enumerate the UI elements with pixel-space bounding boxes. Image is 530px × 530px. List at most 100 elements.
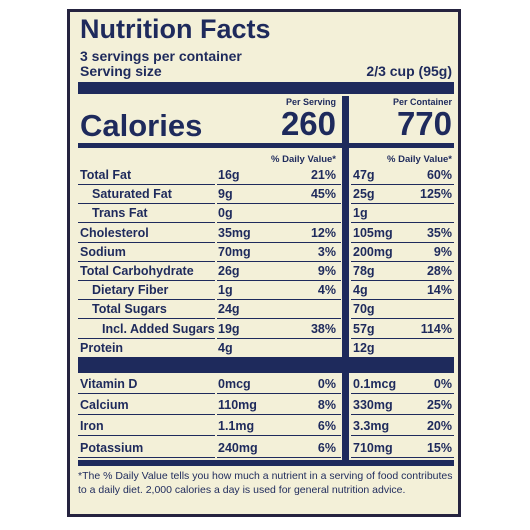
serving-cell (217, 417, 341, 437)
serving-cell (217, 243, 341, 262)
serving-cell (217, 224, 341, 243)
daily-value-header: % Daily Value* (387, 154, 452, 165)
serving-cell (217, 396, 341, 416)
per-container-calories: 770 (396, 105, 452, 142)
nutrient-name: Saturated Fat (78, 185, 215, 205)
serving-dv: 3% (317, 244, 336, 259)
container-dv: 15% (426, 440, 452, 455)
serving-cell (217, 281, 341, 301)
nutrient-name: Iron (78, 417, 215, 437)
container-dv: 125% (420, 187, 452, 202)
column-divider (342, 96, 349, 462)
nutrient-name: Cholesterol (78, 224, 215, 243)
container-dv: 28% (426, 264, 452, 278)
container-dv: 35% (426, 225, 452, 240)
medium-rule (78, 143, 454, 148)
container-cell (351, 396, 454, 416)
nutrient-name: Trans Fat (78, 204, 215, 224)
container-cell (351, 339, 454, 358)
nutrient-name: Sodium (78, 243, 215, 262)
nutrient-name: Total Sugars (78, 300, 215, 320)
container-amount: 710mg (353, 440, 393, 455)
serving-dv: 38% (310, 321, 336, 336)
container-amount: 57g (353, 321, 375, 336)
nutrient-name: Dietary Fiber (78, 281, 215, 301)
serving-dv: 6% (317, 440, 336, 455)
container-amount: 78g (353, 264, 375, 278)
serving-amount: 4g (218, 340, 233, 355)
per-serving-header: Per Serving (285, 97, 336, 107)
serving-cell (217, 166, 341, 185)
serving-amount: 110mg (218, 398, 257, 413)
serving-cell (217, 204, 341, 224)
serving-dv: 21% (310, 168, 336, 182)
container-cell (351, 375, 454, 394)
container-cell (351, 320, 454, 339)
nutrition-label: Nutrition Facts 3 servings per container… (67, 9, 461, 517)
container-amount: 25g (353, 187, 375, 202)
thick-rule (78, 357, 454, 373)
container-cell (351, 243, 454, 262)
container-cell (351, 185, 454, 205)
serving-amount: 1.1mg (218, 419, 255, 434)
serving-dv: 4% (317, 283, 336, 298)
container-cell (351, 417, 454, 437)
serving-cell (217, 439, 341, 458)
serving-amount: 9g (218, 187, 233, 202)
container-dv: 9% (433, 244, 452, 259)
serving-amount: 1g (218, 283, 233, 298)
serving-cell (217, 262, 341, 281)
container-amount: 330mg (353, 398, 393, 413)
nutrient-name: Potassium (78, 439, 215, 458)
thick-rule (78, 460, 454, 466)
serving-cell (217, 339, 341, 358)
serving-size-value: 2/3 cup (95g) (366, 63, 452, 79)
serving-dv: 12% (310, 225, 336, 240)
container-amount: 200mg (353, 244, 393, 259)
serving-amount: 24g (218, 302, 240, 317)
serving-amount: 16g (218, 168, 240, 182)
container-cell (351, 166, 454, 185)
per-serving-calories: 260 (280, 105, 336, 142)
serving-cell (217, 375, 341, 394)
container-amount: 0.1mcg (353, 377, 397, 391)
container-dv: 60% (426, 168, 452, 182)
nutrient-name: Calcium (78, 396, 215, 416)
container-cell (351, 439, 454, 458)
nutrient-name: Protein (78, 339, 215, 358)
serving-amount: 35mg (218, 225, 251, 240)
serving-amount: 26g (218, 264, 240, 278)
daily-value-header: % Daily Value* (271, 154, 336, 165)
container-amount: 12g (353, 340, 375, 355)
nutrient-name: Total Fat (78, 166, 215, 185)
serving-dv: 9% (317, 264, 336, 278)
nutrient-name: Incl. Added Sugars (78, 320, 215, 339)
serving-cell (217, 185, 341, 205)
container-amount: 105mg (353, 225, 393, 240)
servings: 3 servings per container (80, 48, 242, 64)
serving-amount: 70mg (218, 244, 251, 259)
serving-amount: 0g (218, 206, 233, 221)
serving-dv: 8% (317, 398, 336, 413)
footnote: *The % Daily Value tells you how much a … (78, 470, 453, 496)
serving-size-label: Serving size (80, 63, 162, 79)
serving-amount: 240mg (218, 440, 258, 455)
container-amount: 70g (353, 302, 375, 317)
nutrient-name: Total Carbohydrate (78, 262, 215, 281)
title: Nutrition Facts (80, 14, 271, 44)
calories-label: Calories (80, 108, 203, 143)
container-cell (351, 262, 454, 281)
per-container-header: Per Container (392, 97, 452, 107)
container-dv: 14% (426, 283, 452, 298)
container-amount: 3.3mg (353, 419, 390, 434)
serving-dv: 45% (310, 187, 336, 202)
container-amount: 47g (353, 168, 375, 182)
container-cell (351, 281, 454, 301)
container-dv: 25% (426, 398, 452, 413)
container-cell (351, 204, 454, 224)
container-amount: 4g (353, 283, 368, 298)
serving-cell (217, 320, 341, 339)
serving-amount: 19g (218, 321, 240, 336)
serving-dv: 6% (317, 419, 336, 434)
